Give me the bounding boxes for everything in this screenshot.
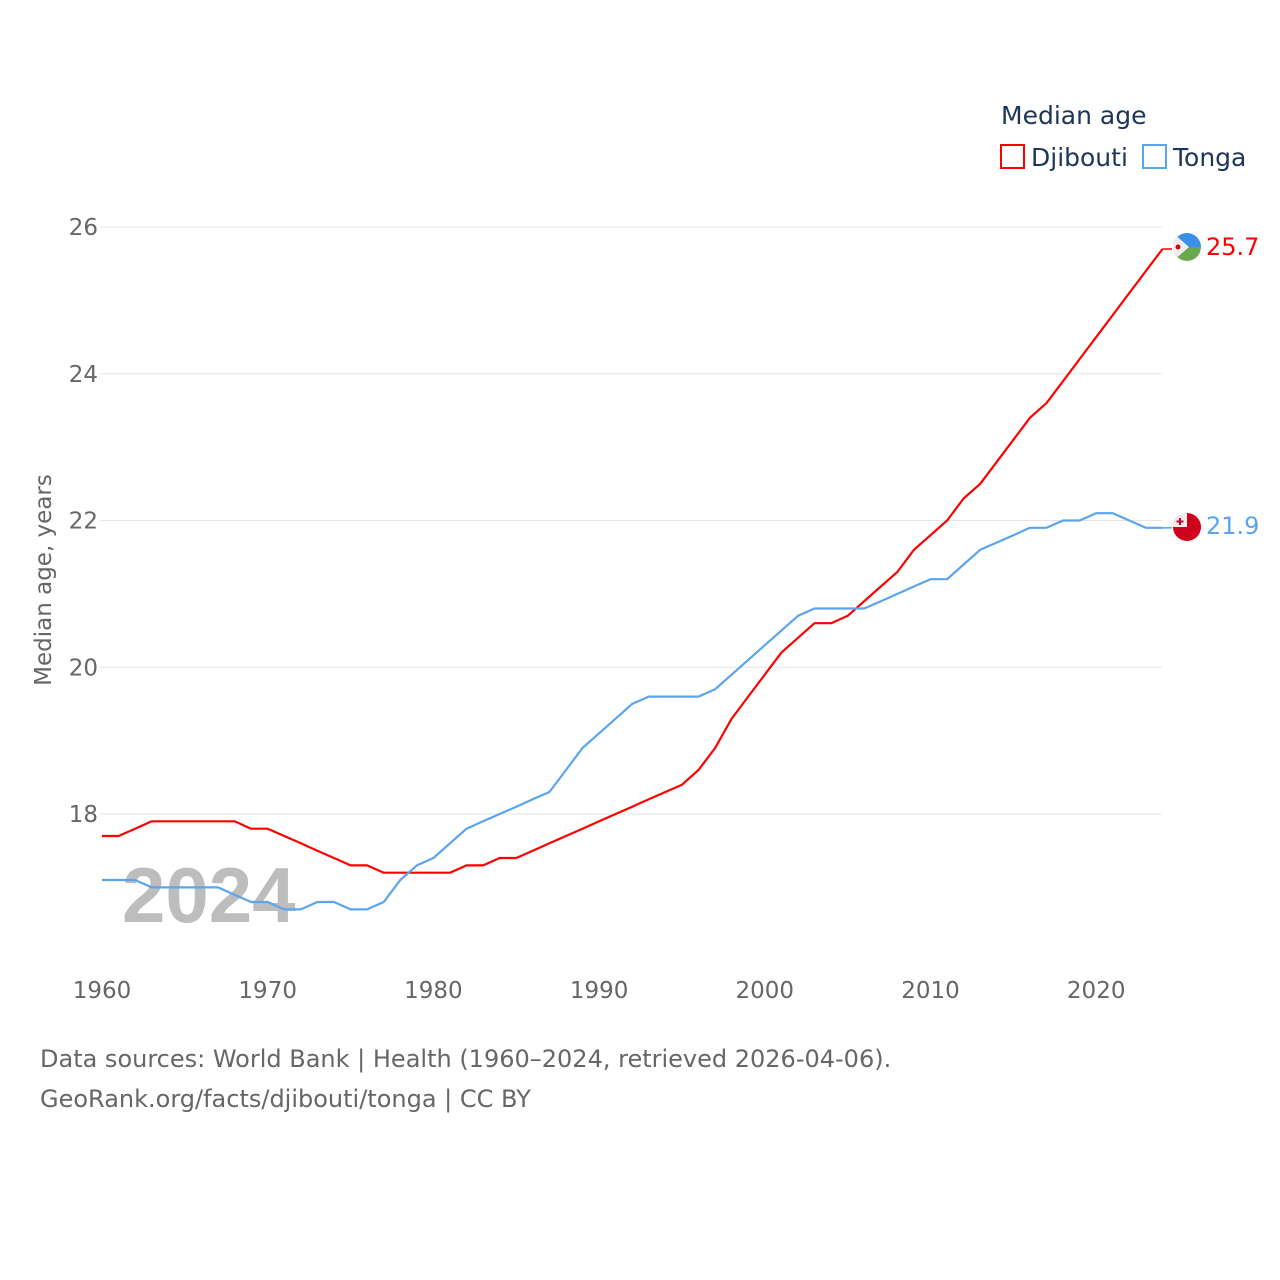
y-tick-label: 22 (69, 509, 98, 535)
x-tick-label: 2000 (736, 978, 795, 1004)
djibouti-end-label: 25.7 (1206, 233, 1259, 261)
x-tick-label: 1990 (570, 978, 629, 1004)
y-tick-label: 26 (69, 215, 98, 241)
y-tick-label: 20 (69, 655, 98, 681)
x-axis-ticks: 1960 1970 1980 1990 2000 2010 2020 (73, 978, 1126, 1004)
series-line-djibouti[interactable] (102, 248, 1164, 874)
x-tick-label: 1980 (404, 978, 463, 1004)
source-line-1: Data sources: World Bank | Health (1960–… (40, 1045, 892, 1073)
legend-label-djibouti[interactable]: Djibouti (1031, 143, 1128, 172)
legend-swatch-tonga[interactable] (1142, 144, 1167, 169)
x-tick-label: 2010 (901, 978, 960, 1004)
source-line-2[interactable]: GeoRank.org/facts/djibouti/tonga | CC BY (40, 1085, 531, 1113)
legend-label-tonga[interactable]: Tonga (1172, 143, 1246, 172)
tonga-end-label: 21.9 (1206, 512, 1259, 540)
y-tick-label: 24 (69, 362, 98, 388)
series-lines (102, 248, 1172, 911)
djibouti-flag-icon (1173, 233, 1201, 261)
series-line-tonga[interactable] (102, 512, 1163, 911)
legend-title: Median age (1001, 101, 1146, 130)
legend-swatch-djibouti[interactable] (1000, 144, 1025, 169)
legend[interactable]: Median age Djibouti Tonga (1000, 101, 1246, 172)
gridlines (100, 226, 1162, 815)
watermark-year: 2024 (122, 851, 296, 939)
y-tick-label: 18 (69, 802, 98, 828)
x-tick-label: 2020 (1067, 978, 1126, 1004)
y-axis-ticks: 18 20 22 24 26 (69, 215, 98, 828)
x-tick-label: 1970 (238, 978, 297, 1004)
x-tick-label: 1960 (73, 978, 132, 1004)
y-axis-label: Median age, years (31, 474, 57, 686)
tonga-flag-icon (1173, 513, 1201, 541)
